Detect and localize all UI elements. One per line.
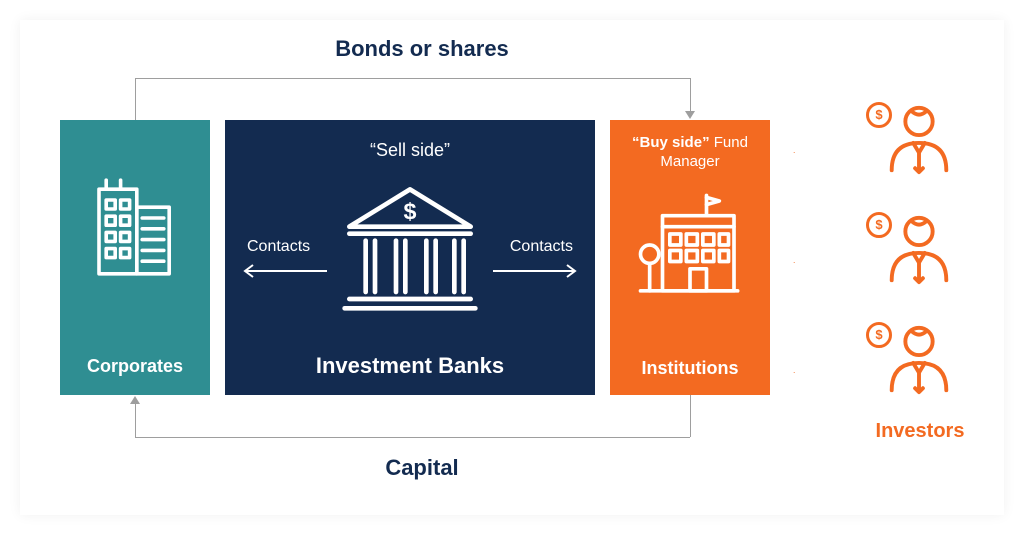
top-flow-label: Bonds or shares — [0, 36, 844, 62]
corporates-label: Corporates — [60, 356, 210, 377]
top-connector-arrowhead-icon — [685, 111, 695, 119]
top-connector-seg3 — [690, 78, 691, 113]
bottom-connector-seg2 — [135, 437, 690, 438]
dollar-badge: $ — [866, 102, 892, 128]
buy-side-line2: Manager — [660, 153, 719, 170]
institution-building-icon — [635, 180, 745, 310]
institutions-label: Institutions — [610, 358, 770, 379]
bank-icon: $ — [340, 180, 480, 320]
investor-1-arrow-icon — [782, 152, 872, 153]
building-icon — [90, 162, 180, 292]
dollar-badge: $ — [866, 212, 892, 238]
buy-side-header: “Buy side” Fund Manager — [610, 134, 770, 172]
arrow-left-icon — [239, 264, 329, 278]
corporates-box: Corporates — [60, 120, 210, 395]
svg-text:$: $ — [404, 199, 417, 225]
investor-2: $ — [880, 210, 958, 293]
bottom-flow-label: Capital — [0, 455, 844, 481]
arrow-right-icon — [491, 264, 581, 278]
sell-side-subtitle: “Sell side” — [225, 140, 595, 161]
bottom-connector-arrowhead-icon — [130, 396, 140, 404]
investor-3: $ — [880, 320, 958, 403]
dollar-badge: $ — [866, 322, 892, 348]
bottom-connector-seg3 — [135, 402, 136, 438]
investment-banks-box: “Sell side” Contacts Contacts $ — [225, 120, 595, 395]
investors-label: Investors — [860, 420, 980, 443]
investment-banks-label: Investment Banks — [225, 353, 595, 379]
contacts-left-label: Contacts — [247, 238, 310, 256]
institutions-box: “Buy side” Fund Manager Institution — [610, 120, 770, 395]
investor-3-arrow-icon — [782, 372, 872, 373]
investor-1: $ — [880, 100, 958, 183]
contacts-right-label: Contacts — [510, 238, 573, 256]
top-connector-seg1 — [135, 78, 136, 120]
buy-side-bold: “Buy side” — [632, 134, 710, 151]
investor-2-arrow-icon — [782, 262, 872, 263]
bottom-connector-seg1 — [690, 395, 691, 437]
top-connector-seg2 — [135, 78, 690, 79]
diagram-canvas: Bonds or shares Capital — [0, 0, 1024, 535]
buy-side-rest: Fund — [710, 134, 748, 151]
